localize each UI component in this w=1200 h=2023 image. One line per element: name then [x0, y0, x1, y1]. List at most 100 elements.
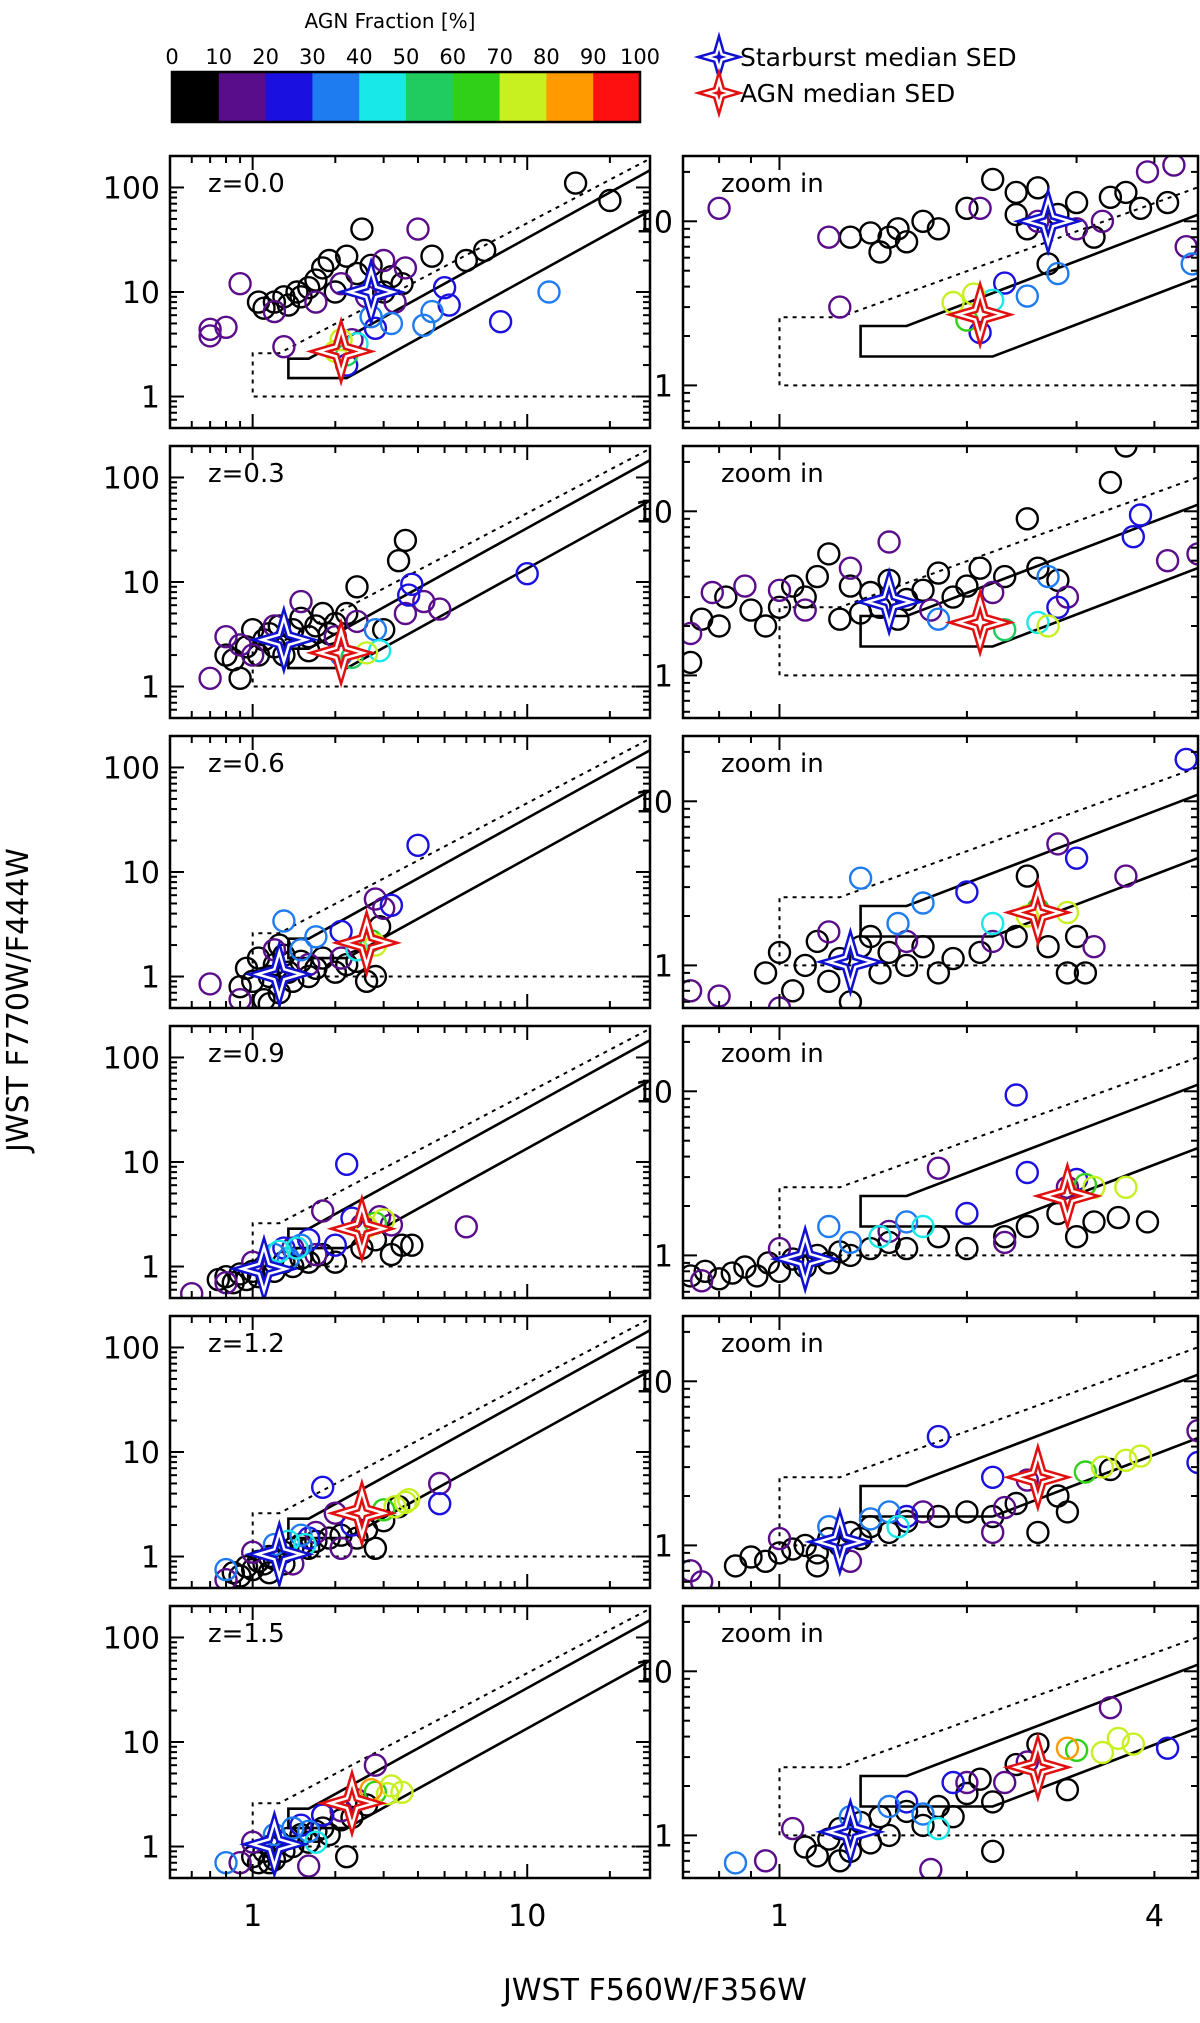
y-tick-label: 100 [103, 751, 160, 786]
data-point [363, 964, 388, 989]
data-point [228, 272, 252, 296]
axis-ticks [169, 445, 650, 719]
data-point [1114, 1448, 1138, 1473]
y-tick-label: 1 [654, 1239, 673, 1274]
plot-area [198, 447, 650, 690]
data-point [515, 562, 539, 586]
data-points [683, 1419, 1198, 1588]
colorbar-tick-label: 90 [580, 45, 607, 69]
plot-area [707, 156, 1198, 387]
starburst-median-star [815, 1796, 886, 1868]
data-point [739, 598, 763, 622]
data-point [198, 666, 222, 690]
y-tick-label: 10 [122, 1726, 160, 1761]
panel-left-1: z=0.3 1 10 100 [103, 444, 652, 720]
data-point [981, 929, 1005, 954]
data-point [420, 299, 444, 324]
data-point [432, 276, 457, 300]
data-point [714, 585, 738, 609]
data-point [1036, 564, 1060, 589]
data-point [406, 217, 430, 241]
axis-ticks [682, 446, 1198, 718]
data-point [767, 940, 792, 965]
data-point [289, 589, 313, 614]
panel-left-2: z=0.6 1 10 100 [103, 734, 652, 1010]
data-point [767, 1541, 792, 1565]
data-point [214, 315, 238, 339]
data-point [911, 578, 935, 602]
data-point [733, 574, 757, 598]
data-point [683, 1264, 703, 1288]
data-point [383, 1494, 407, 1519]
panel-left-5: z=1.5 1 10 100 1 10 [103, 1604, 652, 1934]
data-point [1174, 747, 1198, 772]
data-point [894, 230, 919, 254]
data-point [397, 583, 421, 607]
y-tick-label: 100 [103, 1621, 160, 1656]
dotted-selection-wedge [251, 1317, 650, 1558]
axis-ticks [169, 1605, 650, 1879]
y-tick-label: 10 [122, 276, 160, 311]
data-point [1155, 1736, 1180, 1760]
data-point [363, 316, 388, 340]
data-point [1073, 961, 1098, 985]
data-point [955, 1201, 979, 1226]
data-point [311, 1199, 335, 1223]
data-point [393, 601, 418, 626]
data-points [198, 528, 539, 690]
agn-legend-star [693, 67, 745, 119]
data-point [1055, 961, 1080, 985]
starburst-median-star [815, 926, 886, 998]
panel-label: zoom in [721, 749, 824, 779]
data-point [1128, 1444, 1153, 1468]
data-point [894, 1210, 919, 1234]
panel-right-3: zoom in 1 10 [635, 1024, 1200, 1300]
data-point [297, 1854, 321, 1878]
data-point [911, 891, 935, 915]
panel-label: z=1.5 [208, 1619, 285, 1649]
data-point [683, 621, 703, 646]
plot-area [214, 1317, 650, 1588]
data-point [1064, 1224, 1089, 1249]
data-point [926, 961, 951, 985]
data-point [720, 1261, 744, 1285]
data-point [926, 1504, 951, 1529]
plot-area [683, 446, 1198, 677]
data-point [981, 1790, 1005, 1814]
data-point [1064, 1738, 1089, 1763]
data-point [1098, 185, 1123, 210]
colorbar-segment [406, 72, 454, 122]
data-point [707, 1267, 731, 1291]
data-point [1098, 1695, 1123, 1720]
plot-area [198, 737, 650, 1008]
data-point [198, 972, 222, 996]
axis-ticks [169, 1025, 650, 1299]
data-point [700, 580, 724, 605]
axis-ticks [169, 155, 650, 429]
data-point [793, 953, 817, 978]
colorbar-tick-labels: 0 10 20 30 40 50 60 70 80 90 100 [165, 45, 660, 69]
data-point [1015, 864, 1040, 888]
panel-frame [681, 1314, 1200, 1590]
panel-right-5: zoom in 1 10 1 4 [635, 1604, 1200, 1934]
data-point [877, 940, 901, 965]
panel-frame [681, 734, 1200, 1010]
data-point [753, 614, 778, 638]
starburst-median-star [853, 566, 925, 638]
data-point [304, 614, 328, 638]
data-point [838, 1230, 863, 1255]
data-point [420, 244, 444, 268]
data-point [955, 880, 979, 904]
data-point [886, 911, 910, 936]
data-point [285, 280, 309, 304]
data-point [297, 276, 321, 300]
panel-label: z=0.9 [208, 1039, 285, 1069]
panel-label: zoom in [721, 1039, 824, 1069]
y-tick-label: 1 [141, 1541, 160, 1576]
colorbar-tick-label: 100 [620, 45, 660, 69]
colorbar-segment [546, 72, 594, 122]
data-point [911, 1802, 935, 1826]
colorbar-frame [170, 70, 642, 124]
data-point [397, 1487, 421, 1512]
data-point [323, 960, 347, 984]
